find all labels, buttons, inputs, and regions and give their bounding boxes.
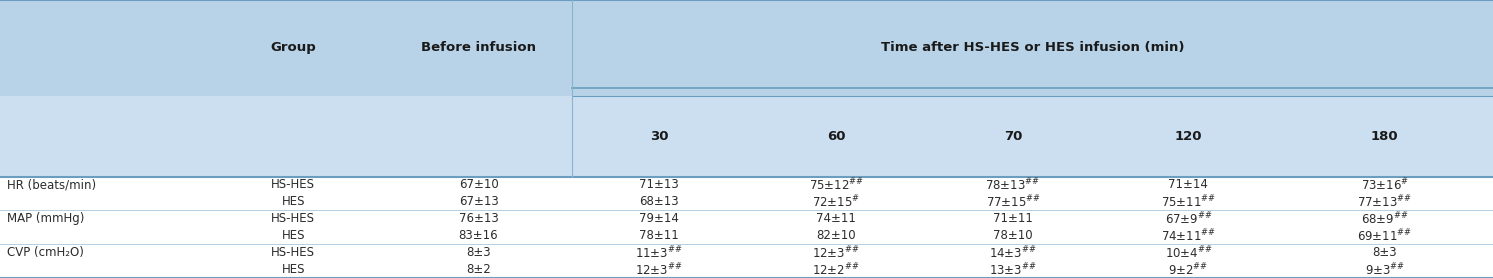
Text: 68±13: 68±13 xyxy=(639,195,679,208)
Text: Time after HS-HES or HES infusion (min): Time after HS-HES or HES infusion (min) xyxy=(881,41,1184,54)
Text: 83±16: 83±16 xyxy=(458,229,499,242)
Text: 73±16$^{\#}$: 73±16$^{\#}$ xyxy=(1360,177,1409,193)
Text: 9±2$^{\#\#}$: 9±2$^{\#\#}$ xyxy=(1169,261,1208,278)
Text: 13±3$^{\#\#}$: 13±3$^{\#\#}$ xyxy=(990,261,1036,278)
Text: HS-HES: HS-HES xyxy=(272,178,315,192)
Text: Before infusion: Before infusion xyxy=(421,41,536,54)
Text: 71±11: 71±11 xyxy=(993,212,1033,225)
Text: CVP (cmH₂O): CVP (cmH₂O) xyxy=(7,246,84,259)
Text: 70: 70 xyxy=(1003,130,1023,143)
Text: 71±14: 71±14 xyxy=(1169,178,1208,192)
Text: 76±13: 76±13 xyxy=(458,212,499,225)
Text: 77±15$^{\#\#}$: 77±15$^{\#\#}$ xyxy=(985,193,1041,210)
Text: 75±12$^{\#\#}$: 75±12$^{\#\#}$ xyxy=(809,177,863,193)
Text: 10±4$^{\#\#}$: 10±4$^{\#\#}$ xyxy=(1165,244,1212,261)
Text: 11±3$^{\#\#}$: 11±3$^{\#\#}$ xyxy=(636,244,682,261)
Text: HS-HES: HS-HES xyxy=(272,212,315,225)
Text: 12±2$^{\#\#}$: 12±2$^{\#\#}$ xyxy=(812,261,860,278)
Text: 67±13: 67±13 xyxy=(458,195,499,208)
Text: 75±11$^{\#\#}$: 75±11$^{\#\#}$ xyxy=(1162,193,1215,210)
Text: 69±11$^{\#\#}$: 69±11$^{\#\#}$ xyxy=(1357,227,1412,244)
Text: 74±11: 74±11 xyxy=(817,212,855,225)
Text: 120: 120 xyxy=(1175,130,1202,143)
Text: 82±10: 82±10 xyxy=(817,229,855,242)
Text: 78±11: 78±11 xyxy=(639,229,679,242)
Text: HES: HES xyxy=(282,229,305,242)
Text: Group: Group xyxy=(270,41,317,54)
Text: 12±3$^{\#\#}$: 12±3$^{\#\#}$ xyxy=(812,244,860,261)
Text: 8±2: 8±2 xyxy=(466,263,491,276)
Text: 8±3: 8±3 xyxy=(466,246,491,259)
Text: 71±13: 71±13 xyxy=(639,178,679,192)
Text: 72±15$^{\#}$: 72±15$^{\#}$ xyxy=(812,193,860,210)
Text: 8±3: 8±3 xyxy=(1372,246,1397,259)
Text: 180: 180 xyxy=(1371,130,1399,143)
Text: 60: 60 xyxy=(827,130,845,143)
Text: 78±13$^{\#\#}$: 78±13$^{\#\#}$ xyxy=(985,177,1041,193)
Text: HS-HES: HS-HES xyxy=(272,246,315,259)
Text: 12±3$^{\#\#}$: 12±3$^{\#\#}$ xyxy=(636,261,682,278)
Text: 77±13$^{\#\#}$: 77±13$^{\#\#}$ xyxy=(1357,193,1412,210)
Text: 67±10: 67±10 xyxy=(458,178,499,192)
Text: 67±9$^{\#\#}$: 67±9$^{\#\#}$ xyxy=(1165,210,1212,227)
Text: HES: HES xyxy=(282,195,305,208)
Text: 79±14: 79±14 xyxy=(639,212,679,225)
Text: HR (beats/min): HR (beats/min) xyxy=(7,178,97,192)
Text: 30: 30 xyxy=(649,130,669,143)
Text: 14±3$^{\#\#}$: 14±3$^{\#\#}$ xyxy=(990,244,1036,261)
Text: 9±3$^{\#\#}$: 9±3$^{\#\#}$ xyxy=(1365,261,1405,278)
Text: HES: HES xyxy=(282,263,305,276)
Text: MAP (mmHg): MAP (mmHg) xyxy=(7,212,85,225)
Text: 68±9$^{\#\#}$: 68±9$^{\#\#}$ xyxy=(1362,210,1408,227)
Text: 78±10: 78±10 xyxy=(993,229,1033,242)
Text: 74±11$^{\#\#}$: 74±11$^{\#\#}$ xyxy=(1162,227,1215,244)
